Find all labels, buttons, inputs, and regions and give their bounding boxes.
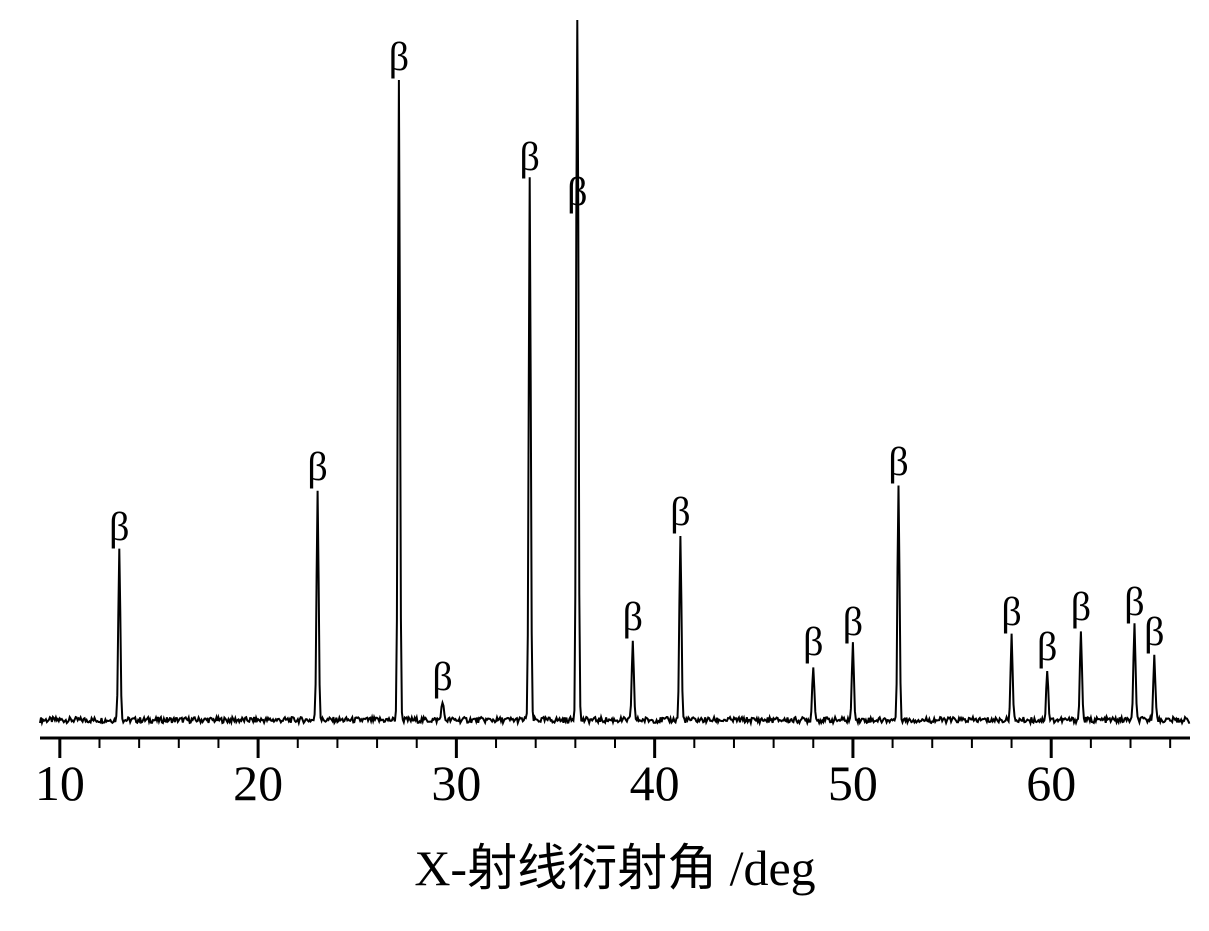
x-tick-label: 60 (1026, 755, 1076, 811)
peak-label: β (1071, 584, 1091, 629)
peak-label: β (307, 444, 327, 489)
x-tick-label: 20 (233, 755, 283, 811)
x-tick-label: 40 (630, 755, 680, 811)
x-axis-label: X-射线衍射角 /deg (414, 840, 815, 896)
peak-label: β (1144, 609, 1164, 654)
peak-label: β (567, 169, 587, 214)
x-tick-label: 50 (828, 755, 878, 811)
peak-label: β (520, 134, 540, 179)
peak-label: β (888, 439, 908, 484)
peak-label: β (1001, 589, 1021, 634)
peak-label: β (109, 504, 129, 549)
peak-label: β (432, 654, 452, 699)
peak-label: β (389, 34, 409, 79)
x-tick-label: 10 (35, 755, 85, 811)
x-tick-label: 30 (431, 755, 481, 811)
peak-label: β (623, 594, 643, 639)
peak-label: β (1037, 624, 1057, 669)
peak-label: β (670, 489, 690, 534)
peak-label: β (803, 619, 823, 664)
peak-label: β (1124, 579, 1144, 624)
xrd-chart: 102030405060X-射线衍射角 /degββββββββββββββββ (0, 0, 1209, 931)
peak-label: β (843, 599, 863, 644)
chart-svg: 102030405060X-射线衍射角 /degββββββββββββββββ (0, 0, 1209, 931)
